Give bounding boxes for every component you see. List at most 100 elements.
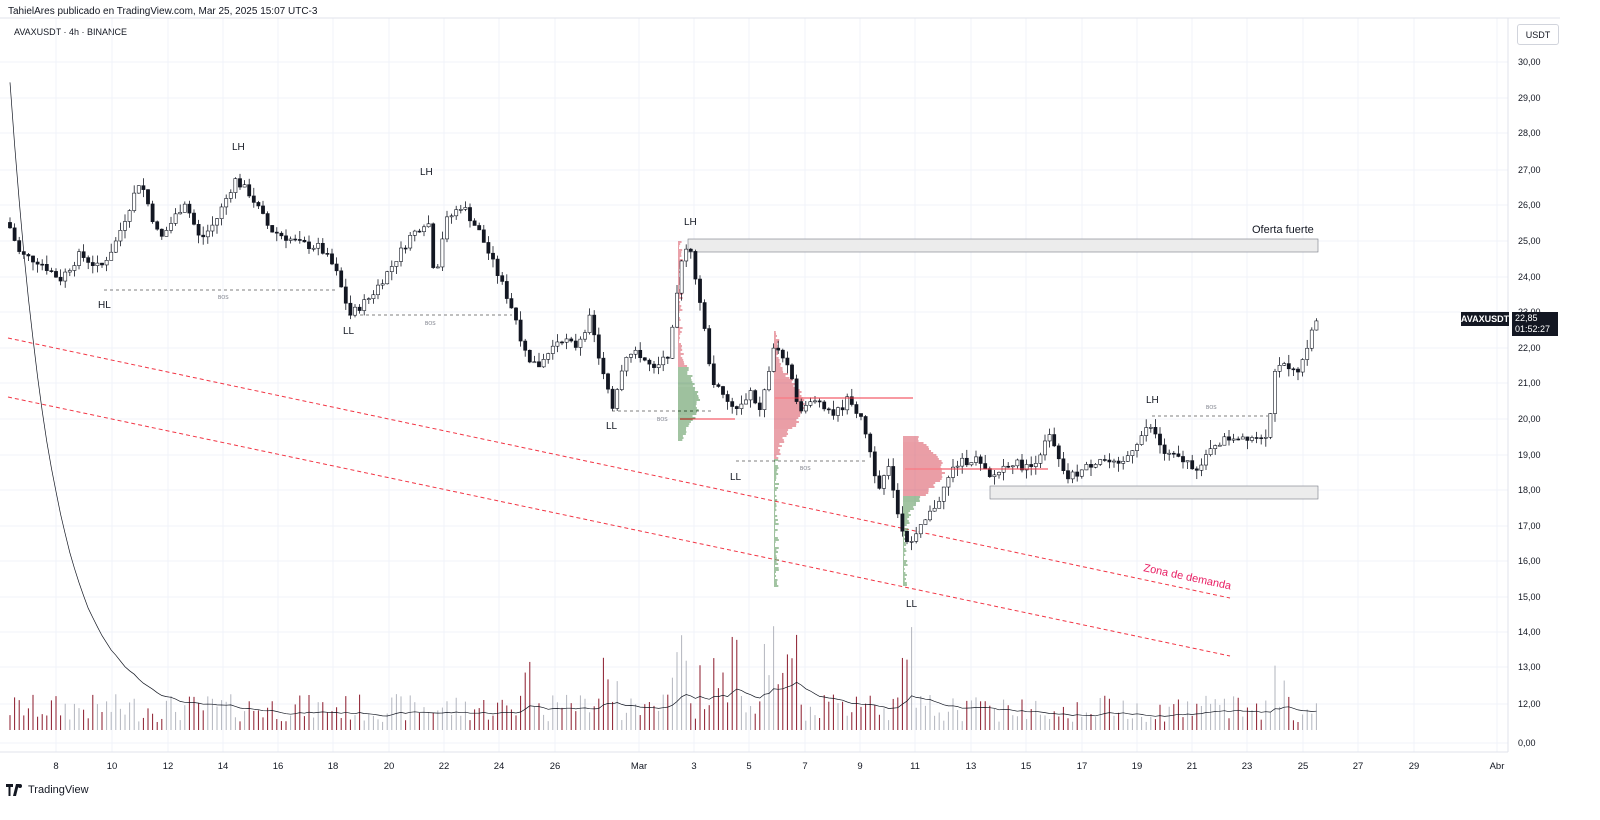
symbol-info: AVAXUSDT · 4h · BINANCE	[14, 27, 128, 37]
candle-down	[431, 223, 436, 268]
candle-up	[178, 212, 183, 215]
label-lh-1: LH	[232, 142, 245, 153]
time-tick-label: 27	[1353, 761, 1364, 772]
candle-down	[417, 230, 422, 233]
candle-down	[192, 212, 196, 225]
trendlines	[7, 337, 1231, 657]
candle-down	[196, 224, 201, 236]
candle-down	[284, 235, 288, 241]
candle-up	[371, 294, 376, 299]
time-axis[interactable]: 8 10 12 14 16 18 20 22 24 26 Mar 3 5 7 9 11 13 15 17 19 21 23…	[53, 761, 1504, 772]
candle-down	[518, 319, 523, 342]
candle-down	[100, 262, 104, 266]
candle-down	[725, 394, 730, 402]
candle-up	[661, 356, 666, 366]
candle-down	[279, 232, 284, 237]
candle-down	[348, 302, 353, 316]
candle-up	[1144, 427, 1149, 436]
time-tick-label: 22	[439, 761, 450, 772]
bos-text-2: BOS	[425, 321, 436, 327]
label-lh-2: LH	[420, 167, 433, 178]
price-axis[interactable]: 30,0029,0028,0027,0026,0025,0024,0023,00…	[1518, 57, 1541, 748]
candle-down	[647, 359, 652, 365]
candle-up	[228, 192, 233, 199]
candle-down	[293, 238, 298, 241]
candle-up	[435, 266, 440, 269]
candle-down	[688, 248, 693, 252]
candle-down	[817, 400, 822, 403]
candle-up	[1070, 471, 1075, 480]
candle-down	[1227, 436, 1231, 441]
candle-up	[408, 235, 413, 249]
candle-up	[1222, 436, 1227, 446]
candle-up	[1282, 363, 1287, 366]
candle-up	[679, 260, 684, 294]
candle-down	[560, 341, 564, 344]
candle-up	[1213, 445, 1218, 449]
candle-down	[307, 241, 311, 249]
candle-up	[1043, 440, 1047, 456]
candle-up	[675, 292, 679, 328]
candle-up	[242, 184, 247, 188]
candle-up	[288, 238, 293, 241]
lower-trendline[interactable]	[7, 396, 1231, 657]
candle-up	[836, 407, 840, 416]
candle-up	[311, 247, 316, 250]
candle-up	[316, 243, 321, 249]
candle-up	[550, 345, 555, 354]
candle-down	[1052, 434, 1057, 447]
candle-up	[918, 524, 923, 535]
currency-button[interactable]: USDT	[1517, 24, 1559, 45]
upper-trendline[interactable]	[7, 337, 1231, 599]
candle-up	[463, 207, 468, 210]
candle-down	[159, 228, 164, 237]
candle-up	[1033, 463, 1038, 467]
price-tick-label: 18,00	[1518, 485, 1541, 495]
price-tick-label: 29,00	[1518, 93, 1541, 103]
candle-up	[1015, 459, 1020, 467]
candle-down	[1162, 444, 1167, 454]
last-price-symbol-tag: AVAXUSDT	[1460, 312, 1510, 326]
structure-labels: LH LH LH LH HL LL LL LL LL	[98, 142, 1159, 610]
candle-down	[1020, 459, 1024, 471]
candle-up	[113, 240, 118, 253]
candle-up	[937, 501, 942, 509]
candle-down	[12, 227, 17, 241]
candle-down	[849, 396, 854, 405]
demand-zone-rect[interactable]	[989, 485, 1319, 500]
label-ll-2: LL	[606, 421, 618, 432]
time-tick-label: 7	[802, 761, 807, 772]
time-tick-label: 21	[1187, 761, 1198, 772]
candle-down	[504, 281, 509, 299]
candle-up	[955, 465, 960, 468]
candle-down	[693, 251, 698, 280]
supply-zone-rect[interactable]	[687, 238, 1319, 253]
candle-up	[951, 466, 955, 478]
candle-up	[1135, 444, 1139, 451]
candle-down	[831, 409, 836, 416]
footer-brand[interactable]: TradingView	[6, 784, 89, 796]
candle-down	[891, 466, 896, 491]
candle-down	[86, 257, 91, 263]
candle-down	[721, 386, 725, 395]
candle-up	[1112, 460, 1116, 463]
candle-up	[762, 389, 767, 410]
footer-brand-label: TradingView	[28, 784, 89, 796]
candle-up	[803, 405, 808, 412]
candle-down	[49, 270, 54, 272]
candle-up	[1167, 452, 1172, 455]
candle-down	[1153, 427, 1158, 435]
candle-up	[629, 353, 633, 358]
candle-up	[882, 475, 886, 489]
candle-up	[1268, 413, 1273, 438]
candle-down	[1061, 458, 1066, 471]
candle-down	[8, 222, 12, 229]
candle-down	[610, 388, 615, 409]
candle-down	[978, 456, 983, 464]
candle-up	[656, 364, 661, 368]
candle-down	[339, 270, 344, 288]
candle-down	[859, 413, 863, 417]
candle-down	[320, 243, 325, 254]
label-ll-3: LL	[730, 472, 742, 483]
